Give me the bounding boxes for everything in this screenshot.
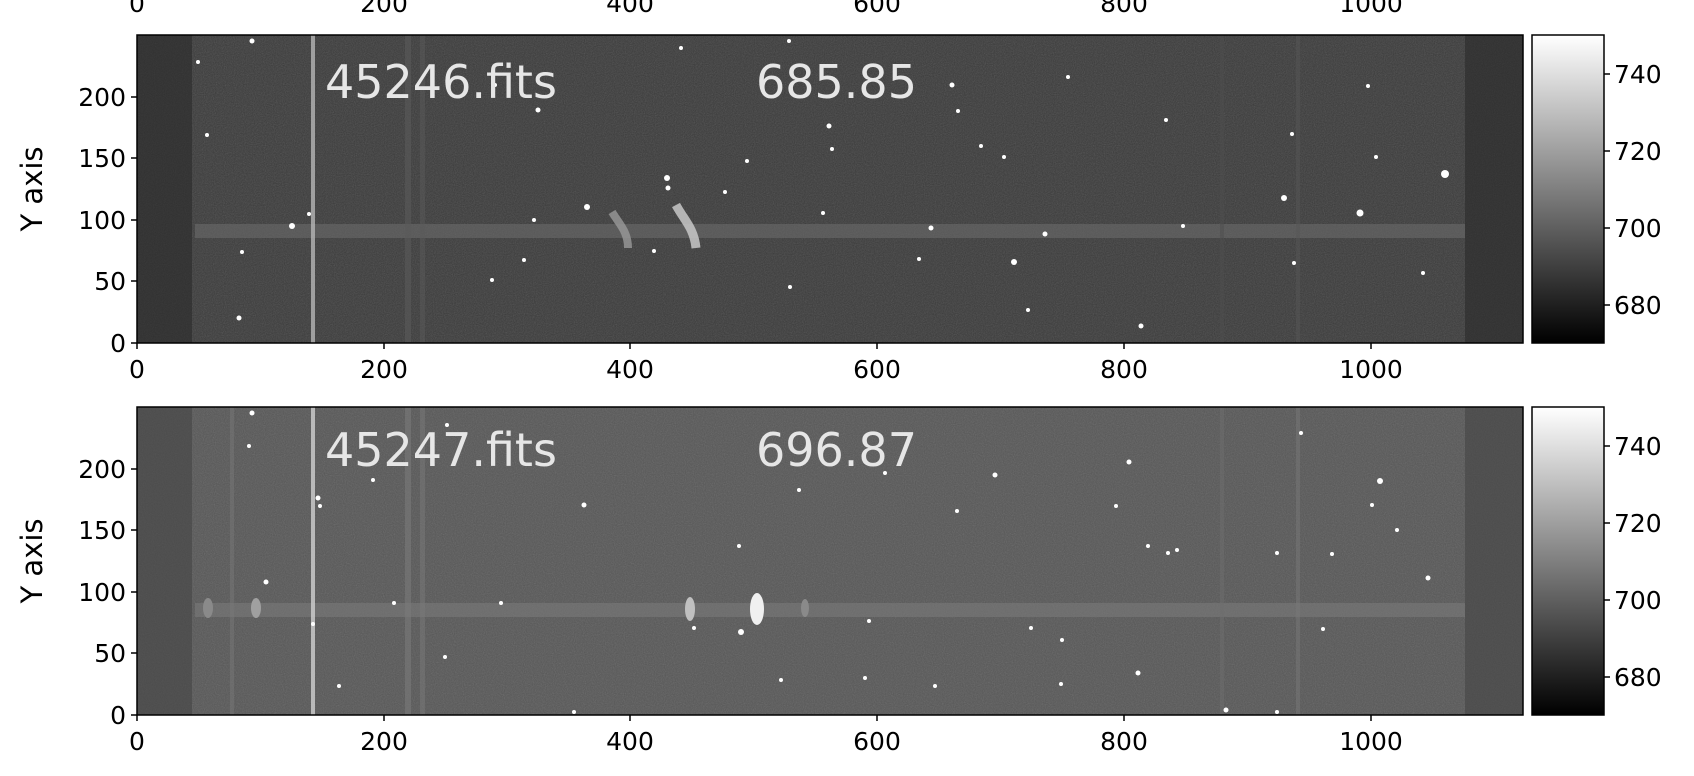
top-tick-label: 0 [129, 0, 145, 18]
x-tick-label: 800 [1100, 355, 1148, 384]
colorbar-gradient [1531, 406, 1605, 716]
column-artifact [1296, 407, 1300, 715]
colorbar-2: 680 700 720 740 [1531, 406, 1662, 716]
x-tick-label: 600 [853, 355, 901, 384]
y-tick-label: 200 [78, 455, 126, 484]
panel-2: 45247.fits 696.87 0 50 100 150 200 Y axi… [15, 406, 1662, 756]
image-noise [137, 35, 1523, 343]
colorbar-tick-label: 680 [1614, 291, 1662, 320]
emission-feature [750, 593, 764, 625]
column-artifact [311, 407, 315, 715]
image-noise [137, 407, 1523, 715]
image-left-dark-edge [137, 35, 192, 343]
image-panel-2 [136, 406, 1524, 716]
y-tick-label: 200 [78, 83, 126, 112]
panel-1: 45246.fits 685.85 0 50 100 150 200 Y axi… [15, 34, 1662, 384]
colorbar-tick-label: 740 [1614, 432, 1662, 461]
x-axis-1 [136, 343, 1372, 349]
spectral-trace [195, 224, 1465, 238]
image-frame [136, 406, 1524, 716]
y-tick-label: 50 [94, 267, 126, 296]
spectral-trace [195, 603, 1465, 617]
x-tick-label: 1000 [1339, 727, 1403, 756]
top-tick-label: 200 [360, 0, 408, 18]
emission-feature [608, 209, 632, 249]
image-right-dark-edge [1465, 35, 1523, 343]
top-tick-label: 600 [853, 0, 901, 18]
x-tick-label: 400 [606, 355, 654, 384]
colorbar-tick-label: 720 [1614, 137, 1662, 166]
y-tick-label: 0 [110, 329, 126, 358]
value-label: 696.87 [756, 423, 917, 477]
x-tick-label: 800 [1100, 727, 1148, 756]
column-artifact [1220, 407, 1224, 715]
value-label: 685.85 [756, 55, 917, 109]
colorbar-tick-label: 700 [1614, 586, 1662, 615]
x-tick-label: 200 [360, 355, 408, 384]
column-artifact [311, 35, 315, 343]
x-tick-label: 1000 [1339, 355, 1403, 384]
emission-feature [251, 598, 261, 618]
colorbar-tick-label: 740 [1614, 60, 1662, 89]
column-artifact [230, 407, 234, 715]
y-tick-label: 0 [110, 701, 126, 730]
y-axis-label: Y axis [15, 518, 49, 604]
emission-feature [801, 599, 809, 617]
x-tick-label: 400 [606, 727, 654, 756]
y-axis-2 [131, 468, 137, 716]
y-tick-labels-2: 0 50 100 150 200 [78, 455, 126, 730]
column-artifact [405, 407, 411, 715]
colorbar-tick-label: 700 [1614, 214, 1662, 243]
emission-feature [672, 202, 701, 249]
top-tick-label: 1000 [1339, 0, 1403, 18]
colorbar-tick-label: 680 [1614, 663, 1662, 692]
image-right-dark-edge [1465, 407, 1523, 715]
column-artifact [420, 35, 425, 343]
cosmic-rays [247, 410, 1431, 714]
top-tick-label: 400 [606, 0, 654, 18]
column-artifact [405, 35, 411, 343]
x-tick-labels-1: 0 200 400 600 800 1000 [129, 355, 1403, 384]
x-tick-label: 0 [129, 355, 145, 384]
column-artifact [420, 407, 425, 715]
y-tick-label: 100 [78, 206, 126, 235]
image-frame [136, 34, 1524, 344]
filename-label: 45247.fits [325, 423, 557, 477]
column-artifact [1296, 35, 1300, 343]
y-tick-label: 150 [78, 144, 126, 173]
image-panel-1 [136, 34, 1524, 344]
x-tick-labels-2: 0 200 400 600 800 1000 [129, 727, 1403, 756]
x-tick-label: 600 [853, 727, 901, 756]
column-artifact [1220, 35, 1224, 343]
top-tick-label: 800 [1100, 0, 1148, 18]
colorbar-tick-label: 720 [1614, 509, 1662, 538]
emission-feature [203, 598, 213, 618]
colorbar-1: 680 700 720 740 [1531, 34, 1662, 344]
filename-label: 45246.fits [325, 55, 557, 109]
top-axis-labels: 0 200 400 600 800 1000 [129, 0, 1403, 18]
image-left-dark-edge [137, 407, 192, 715]
y-tick-label: 100 [78, 578, 126, 607]
y-tick-label: 50 [94, 639, 126, 668]
x-tick-label: 0 [129, 727, 145, 756]
y-tick-label: 150 [78, 516, 126, 545]
emission-feature [685, 597, 695, 621]
x-axis-2 [136, 715, 1372, 721]
colorbar-gradient [1531, 34, 1605, 344]
x-tick-label: 200 [360, 727, 408, 756]
y-axis-1 [131, 96, 137, 344]
y-tick-labels-1: 0 50 100 150 200 [78, 83, 126, 358]
y-axis-label: Y axis [15, 146, 49, 232]
cosmic-rays [196, 38, 1449, 329]
